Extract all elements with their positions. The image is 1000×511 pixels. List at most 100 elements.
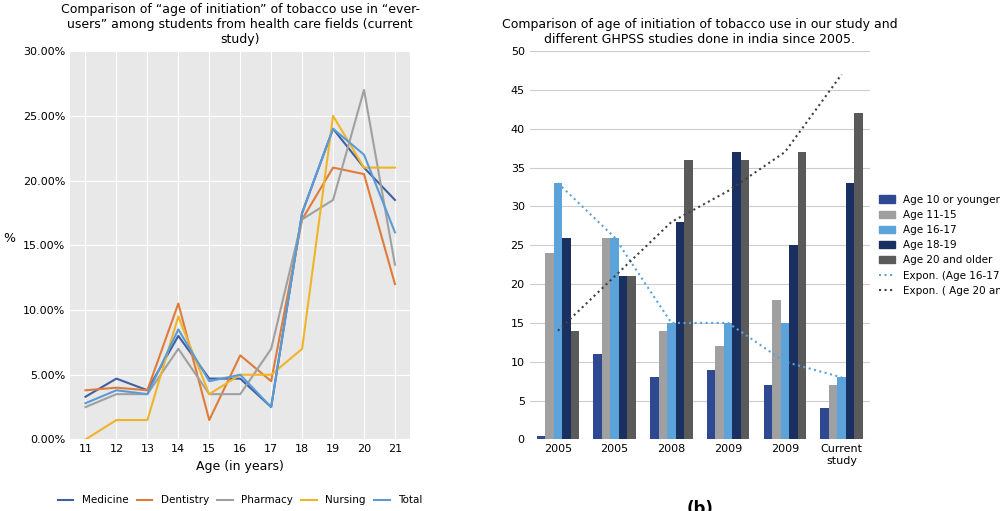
Dentistry [110,385,122,391]
Medicine [389,197,401,203]
Bar [554,183,562,439]
Medicine [110,376,122,382]
Bar [562,238,571,439]
Medicine [234,376,246,382]
Bar [610,238,619,439]
Total [110,387,122,393]
Nursing [110,417,122,423]
Bar [627,276,636,439]
Nursing [358,165,370,171]
Expon. ( Age 20 and older) [836,72,848,78]
Total [265,404,277,410]
Bar [724,323,732,439]
Dentistry [79,387,91,393]
Medicine [79,393,91,400]
Medicine [327,126,339,132]
Bar [781,323,789,439]
Expon. ( Age 20 and older) [665,219,677,225]
Pharmacy [172,346,184,352]
Bar [854,113,863,439]
Bar [650,377,659,439]
Expon. (Age 16-17 ) [836,374,848,380]
Bar [684,160,693,439]
Expon. (Age 16-17 ) [779,359,791,365]
Nursing [203,391,215,397]
Bar [545,253,554,439]
Expon. (Age 16-17 ) [609,235,621,241]
Nursing [327,113,339,119]
Pharmacy [110,391,122,397]
Bar [789,245,798,439]
Bar [820,408,829,439]
Y-axis label: %: % [3,233,15,245]
Expon. (Age 16-17 ) [552,180,564,186]
Legend: Medicine, Dentistry, Pharmacy, Nursing, Total: Medicine, Dentistry, Pharmacy, Nursing, … [54,491,427,509]
Bar [571,331,579,439]
Expon. ( Age 20 and older) [779,149,791,155]
Line: Pharmacy: Pharmacy [85,90,395,407]
Dentistry [327,165,339,171]
Pharmacy [358,87,370,93]
Total [296,210,308,216]
X-axis label: Age (in years): Age (in years) [196,460,284,473]
Pharmacy [265,346,277,352]
Bar [659,331,667,439]
Total [172,327,184,333]
Dentistry [389,281,401,287]
Nursing [79,436,91,443]
Expon. ( Age 20 and older) [552,328,564,334]
Medicine [296,210,308,216]
Nursing [234,371,246,378]
Medicine [203,376,215,382]
Expon. ( Age 20 and older) [722,188,734,194]
Nursing [296,346,308,352]
Total [234,371,246,378]
Expon. (Age 16-17 ) [722,320,734,326]
Bar [676,222,684,439]
Total [389,229,401,236]
Bar [715,346,724,439]
Bar [707,369,715,439]
Medicine [265,404,277,410]
Bar [829,385,837,439]
Bar [667,323,676,439]
Bar [846,183,854,439]
Pharmacy [79,404,91,410]
Total [358,152,370,158]
Pharmacy [389,262,401,268]
Dentistry [172,300,184,307]
Dentistry [203,417,215,423]
Line: Expon. ( Age 20 and older): Expon. ( Age 20 and older) [558,75,842,331]
Dentistry [234,352,246,358]
Dentistry [296,216,308,222]
Line: Medicine: Medicine [85,129,395,407]
Bar [772,299,781,439]
Pharmacy [296,216,308,222]
Bar [741,160,749,439]
Dentistry [358,171,370,177]
Line: Nursing: Nursing [85,116,395,439]
Bar [619,276,627,439]
Total [327,126,339,132]
Medicine [141,387,153,393]
Legend: Age 10 or younger, Age 11-15, Age 16-17, Age 18-19, Age 20 and older, Expon. (Ag: Age 10 or younger, Age 11-15, Age 16-17,… [875,191,1000,300]
Nursing [389,165,401,171]
Bar [602,238,610,439]
Nursing [141,417,153,423]
Dentistry [141,387,153,393]
Line: Total: Total [85,129,395,407]
Bar [764,385,772,439]
Title: Comparison of “age of initiation” of tobacco use in “ever-
users” among students: Comparison of “age of initiation” of tob… [61,3,420,46]
Bar [837,377,846,439]
Bar [593,354,602,439]
Pharmacy [234,391,246,397]
Expon. ( Age 20 and older) [609,273,621,280]
Pharmacy [327,197,339,203]
Total [203,378,215,384]
Line: Dentistry: Dentistry [85,168,395,420]
Pharmacy [203,391,215,397]
Line: Expon. (Age 16-17 ): Expon. (Age 16-17 ) [558,183,842,377]
Medicine [172,333,184,339]
Expon. (Age 16-17 ) [665,320,677,326]
Bar [732,152,741,439]
